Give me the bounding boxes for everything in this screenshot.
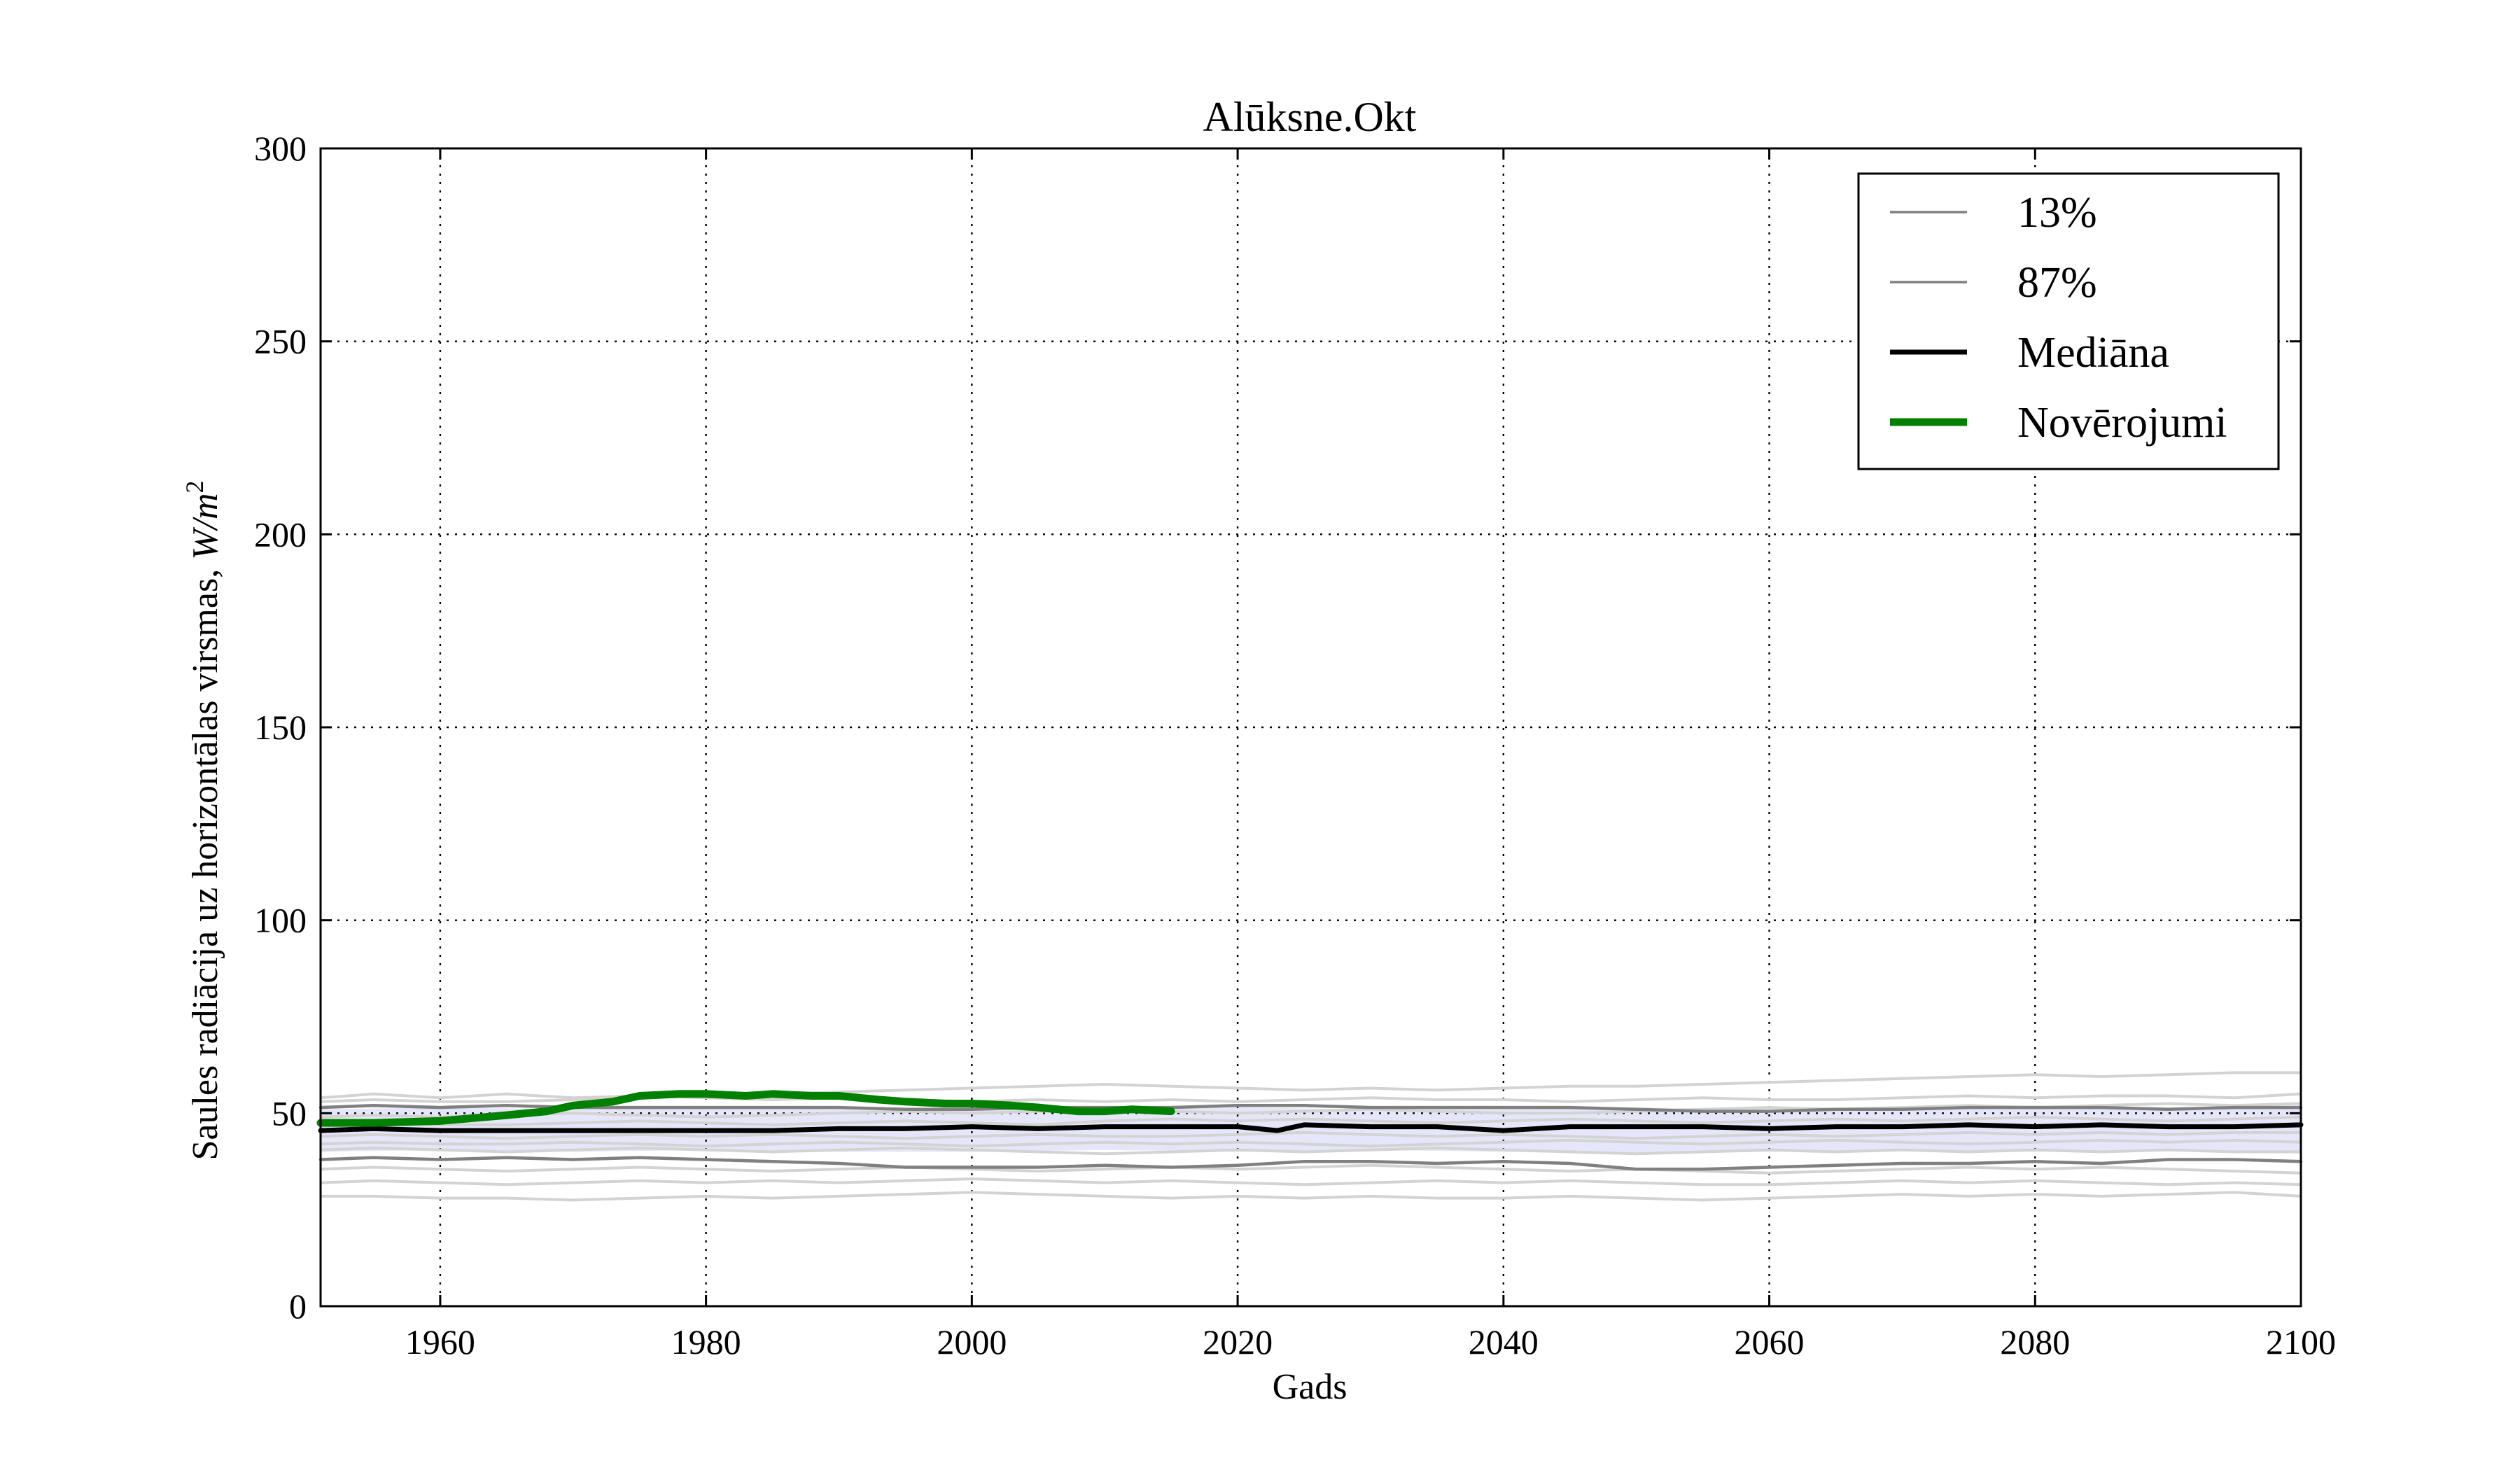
y-tick-label: 100 — [254, 901, 307, 940]
x-tick-label: 2000 — [937, 1322, 1007, 1362]
series-line-p87 — [318, 1104, 2303, 1113]
x-tick-label: 2060 — [1735, 1322, 1805, 1362]
y-axis-label-exponent: 2 — [181, 480, 209, 493]
plot-area — [316, 148, 2304, 1306]
chart-title: Alūksne.Okt — [1203, 94, 1417, 140]
ensemble-line — [320, 1130, 2301, 1140]
ensemble-line — [320, 1115, 2302, 1126]
y-tick-label: 150 — [254, 708, 307, 747]
y-axis-label: Saules radiācija uz horizontālas virsmas… — [181, 480, 225, 1160]
ensemble-line — [320, 1177, 2302, 1186]
x-axis-label: Gads — [1273, 1367, 1348, 1407]
y-axis-ticks: 0 50 100 150 200 250 300 — [254, 129, 2301, 1326]
ensemble-lines — [320, 1071, 2302, 1202]
x-tick-label: 2080 — [2000, 1322, 2070, 1362]
y-tick-label: 50 — [272, 1093, 307, 1133]
y-tick-label: 0 — [289, 1287, 307, 1326]
y-axis-label-unit: W/m — [186, 493, 225, 559]
ensemble-line — [320, 1163, 2302, 1175]
x-tick-label: 2040 — [1469, 1322, 1539, 1362]
y-tick-label: 300 — [254, 129, 307, 168]
y-tick-label: 200 — [254, 514, 307, 554]
legend-label: Mediāna — [2017, 329, 2169, 377]
series-line-p13 — [318, 1156, 2303, 1171]
ensemble-line — [320, 1138, 2302, 1148]
ensemble-line — [320, 1102, 2302, 1119]
legend-items: 13% 87% Mediāna Novērojumi — [1890, 189, 2227, 447]
x-tick-label: 1980 — [671, 1322, 741, 1362]
legend-label: Novērojumi — [2017, 399, 2227, 447]
y-tick-label: 250 — [254, 322, 307, 361]
ensemble-line — [321, 1191, 2302, 1202]
legend-label: 87% — [2017, 259, 2097, 307]
y-axis-label-text: Saules radiācija uz horizontālas virsmas… — [186, 560, 225, 1161]
ensemble-line — [320, 1147, 2301, 1156]
series-line-median — [318, 1122, 2304, 1133]
x-axis-ticks: 1960 1980 2000 2020 2040 2060 2080 2100 — [405, 148, 2336, 1362]
legend: 13% 87% Mediāna Novērojumi — [1857, 172, 2280, 470]
legend-label: 13% — [2017, 189, 2097, 237]
series-lines — [316, 1090, 2304, 1171]
series-line-observations — [316, 1090, 1175, 1127]
x-tick-label: 2020 — [1203, 1322, 1273, 1362]
x-tick-label: 1960 — [405, 1322, 475, 1362]
x-tick-label: 2100 — [2266, 1322, 2336, 1362]
